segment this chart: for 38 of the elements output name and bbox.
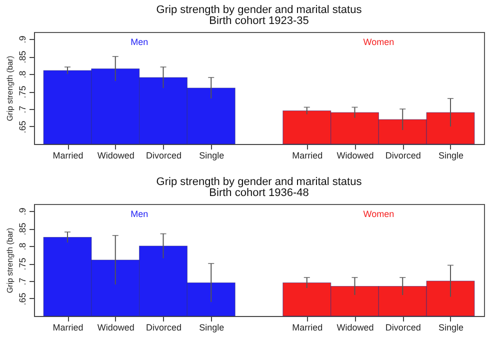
y-axis-title: Grip strength (bar) [6, 55, 14, 122]
x-tick-label: Widowed [97, 150, 134, 160]
y-tick-label: .85 [18, 222, 28, 236]
x-tick-label: Widowed [336, 150, 374, 160]
y-tick-label: .9 [18, 208, 28, 216]
chart-subtitle: Birth cohort 1936-48 [209, 187, 309, 199]
y-tick-label: .9 [18, 36, 28, 44]
y-tick-label: .85 [18, 50, 28, 64]
x-tick-label: Married [292, 150, 323, 160]
y-tick-label: .65 [18, 120, 28, 134]
y-tick-label: .8 [18, 70, 28, 78]
text: Men [130, 209, 148, 219]
y-tick-label: .65 [18, 292, 28, 306]
x-tick-label: Widowed [336, 322, 374, 332]
text: Women [363, 209, 394, 219]
text: Men [130, 37, 148, 47]
y-axis-title: Grip strength (bar) [6, 227, 14, 294]
x-tick-label: Married [292, 322, 323, 332]
text: Women [363, 37, 394, 47]
chart-title: Grip strength by gender and marital status [156, 4, 362, 16]
x-tick-label: Married [52, 150, 84, 160]
y-tick-label: .75 [18, 86, 28, 98]
x-tick-label: Divorced [146, 150, 182, 160]
x-tick-label: Married [52, 322, 84, 332]
y-tick-label: .8 [18, 242, 28, 250]
x-tick-label: Divorced [385, 150, 421, 160]
chart-title: Grip strength by gender and marital status [156, 176, 362, 188]
y-tick-label: .7 [18, 106, 28, 114]
y-tick-label: .75 [18, 258, 28, 270]
x-tick-label: Single [438, 322, 464, 332]
x-tick-label: Widowed [97, 322, 134, 332]
chart-subtitle: Birth cohort 1923-35 [209, 15, 309, 27]
y-tick-label: .7 [18, 278, 28, 286]
x-tick-label: Single [199, 322, 224, 332]
x-tick-label: Divorced [146, 322, 182, 332]
x-tick-label: Divorced [385, 322, 421, 332]
x-tick-label: Single [199, 150, 224, 160]
x-tick-label: Single [438, 150, 464, 160]
